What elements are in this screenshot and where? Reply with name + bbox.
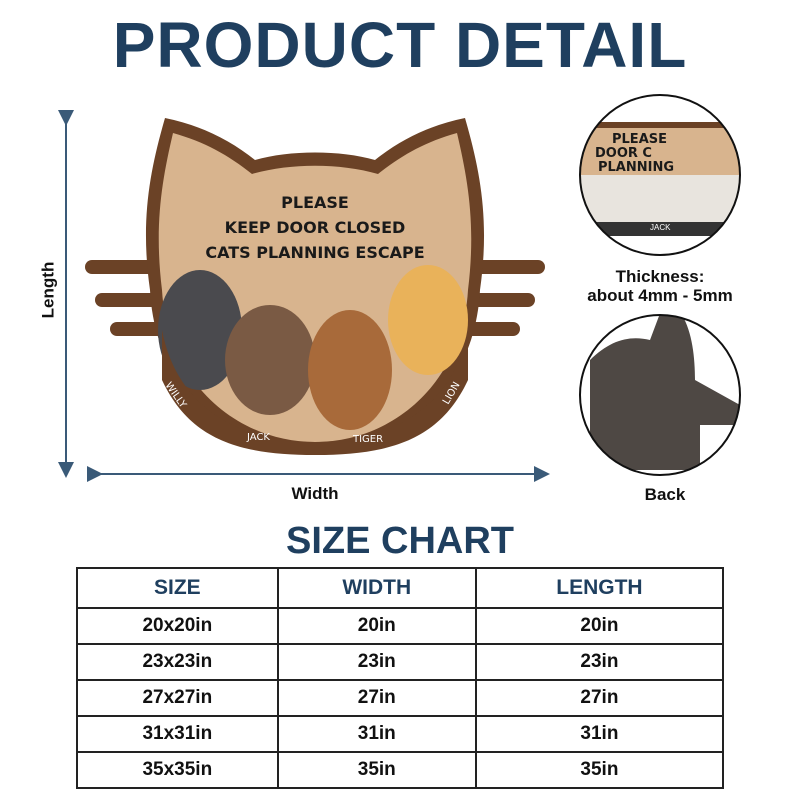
header-size: SIZE: [76, 567, 279, 609]
cell-length: 23in: [474, 643, 725, 681]
cell-size: 27x27in: [76, 679, 279, 717]
thickness-label: Thickness: about 4mm - 5mm: [570, 267, 750, 305]
size-chart-table: SIZE WIDTH LENGTH 20x20in 20in 20in 23x23i…: [76, 567, 725, 789]
back-closeup: [590, 315, 740, 470]
closeup-text: DOOR C: [595, 146, 652, 161]
closeup-text: PLANNING: [598, 160, 674, 175]
cell-width: 23in: [276, 643, 477, 681]
back-label: Back: [644, 485, 686, 504]
mat-text-line: CATS PLANNING ESCAPE: [205, 243, 424, 262]
cell-length: 20in: [474, 607, 725, 645]
thickness-line: Thickness:: [615, 267, 705, 286]
cell-width: 27in: [276, 679, 477, 717]
cell-size: 23x23in: [76, 643, 279, 681]
thickness-closeup: PLEASE DOOR C PLANNING JACK: [580, 95, 740, 255]
cat-name: JACK: [246, 432, 270, 443]
table-row: 20x20in 20in 20in: [76, 607, 725, 645]
size-chart-title: SIZE CHART: [286, 520, 514, 562]
cell-length: 31in: [474, 715, 725, 753]
closeup-name: JACK: [650, 223, 671, 232]
cell-size: 20x20in: [76, 607, 279, 645]
mat-text-line: PLEASE: [281, 193, 349, 212]
length-label: Length: [38, 261, 58, 319]
table-row: 31x31in 31in 31in: [76, 715, 725, 753]
cell-length: 35in: [474, 751, 725, 789]
thickness-line: about 4mm - 5mm: [587, 286, 733, 305]
mat-text-line: KEEP DOOR CLOSED: [225, 218, 406, 237]
width-label: Width: [291, 484, 339, 503]
header-width: WIDTH: [276, 567, 477, 609]
table-row: 27x27in 27in 27in: [76, 679, 725, 717]
table-row: 23x23in 23in 23in: [76, 643, 725, 681]
cell-width: 35in: [276, 751, 477, 789]
cell-size: 31x31in: [76, 715, 279, 753]
cat-name: TIGER: [352, 434, 383, 445]
table-row: 35x35in 35in 35in: [76, 751, 725, 789]
product-illustration: PLEASE KEEP DOOR CLOSED CATS PLANNING ES…: [58, 94, 741, 482]
cell-size: 35x35in: [76, 751, 279, 789]
table-header-row: SIZE WIDTH LENGTH: [76, 567, 725, 609]
header-length: LENGTH: [474, 567, 725, 609]
cell-length: 27in: [474, 679, 725, 717]
cell-width: 20in: [276, 607, 477, 645]
cat-mat: [85, 118, 545, 455]
page-title: PRODUCT DETAIL: [112, 9, 688, 81]
closeup-text: PLEASE: [612, 132, 667, 147]
cell-width: 31in: [276, 715, 477, 753]
